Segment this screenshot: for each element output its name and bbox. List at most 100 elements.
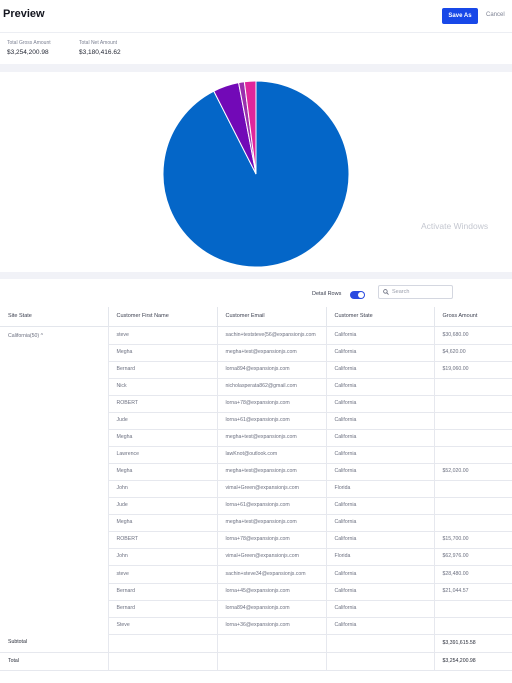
- table-row: Bernard lorna+45@expansionjs.com Californi…: [0, 583, 512, 601]
- customer-first-name-cell: Nick: [108, 378, 218, 396]
- customer-email-cell: lorna894@expansionjs.com: [217, 361, 327, 379]
- customer-email-cell: lorna894@expansionjs.com: [217, 600, 327, 618]
- customer-email-cell: lorna+78@expansionjs.com: [217, 395, 327, 413]
- search-box[interactable]: [378, 285, 453, 299]
- customer-first-name-cell: Megha: [108, 429, 218, 447]
- customer-first-name-cell: steve: [108, 326, 218, 345]
- summary-empty-cell: [108, 634, 218, 653]
- customer-first-name-cell: ROBERT: [108, 395, 218, 413]
- customer-first-name-cell: Lawrence: [108, 446, 218, 464]
- customer-email-cell: lawKnot@outlook.com: [217, 446, 327, 464]
- gross-amount-cell: $62,976.00: [434, 548, 512, 566]
- customer-email-cell: vimal+Green@expansionjs.com: [217, 480, 327, 498]
- gross-amount-cell: [434, 395, 512, 413]
- column-header[interactable]: Gross Amount: [434, 307, 512, 327]
- customer-state-cell: California: [326, 463, 435, 481]
- customer-state-cell: California: [326, 514, 435, 532]
- data-table: Site State Customer First Name Customer …: [0, 307, 512, 671]
- gross-amount-cell: [434, 514, 512, 532]
- gross-amount-cell: [434, 446, 512, 464]
- pie-slice-3[interactable]: [243, 80, 257, 175]
- customer-state-cell: California: [326, 344, 435, 362]
- table-row: Megha megha+test@expansionjs.com Californi…: [0, 463, 512, 481]
- summary-empty-cell: [217, 652, 327, 671]
- gross-amount-cell: $28,480.00: [434, 565, 512, 584]
- customer-email-cell: sachin+teststeve{56@expansionjs.com: [217, 326, 327, 345]
- customer-email-cell: lorna+61@expansionjs.com: [217, 412, 327, 430]
- column-header[interactable]: Site State: [0, 307, 109, 327]
- summary-empty-cell: [108, 652, 218, 671]
- customer-state-cell: California: [326, 531, 435, 549]
- customer-first-name-cell: Megha: [108, 514, 218, 532]
- customer-state-cell: California: [326, 412, 435, 430]
- stat-value: $3,254,200.98: [7, 49, 49, 56]
- table-row: Jude lorna+61@expansionjs.com California: [0, 412, 512, 430]
- customer-first-name-cell: steve: [108, 565, 218, 584]
- detail-rows-toggle[interactable]: [350, 291, 365, 299]
- table-row: Bernard lorna894@expansionjs.com Californi…: [0, 600, 512, 618]
- save-as-button[interactable]: Save As: [442, 8, 478, 24]
- gross-amount-cell: $19,060.00: [434, 361, 512, 379]
- customer-state-cell: California: [326, 600, 435, 618]
- column-header[interactable]: Customer State: [326, 307, 435, 327]
- subtotal-row: Subtotal $3,391,615.58: [0, 634, 512, 653]
- gross-amount-cell: [434, 412, 512, 430]
- page-title: Preview: [3, 8, 45, 20]
- stat-total-net: Total Net Amount $3,180,416.62: [79, 40, 121, 56]
- table-row: California(50) ^ steve sachin+teststeve{56…: [0, 326, 512, 634]
- customer-first-name-cell: John: [108, 548, 218, 566]
- table-row: John vimal+Green@expansionjs.com Florida: [0, 480, 512, 498]
- table-row: John vimal+Green@expansionjs.com Florida $6…: [0, 548, 512, 566]
- customer-first-name-cell: John: [108, 480, 218, 498]
- search-input[interactable]: [392, 287, 450, 297]
- customer-first-name-cell: Jude: [108, 412, 218, 430]
- summary-value: $3,391,615.58: [434, 634, 512, 653]
- customer-state-cell: Florida: [326, 548, 435, 566]
- gross-amount-cell: $4,620.00: [434, 344, 512, 362]
- gross-amount-cell: [434, 480, 512, 498]
- top-bar: Preview Save As Cancel: [0, 0, 512, 32]
- table-body: California(50) ^ steve sachin+teststeve{56…: [0, 326, 512, 671]
- table-row: ROBERT lorna+78@expansionjs.com California: [0, 395, 512, 413]
- cancel-button[interactable]: Cancel: [486, 12, 505, 18]
- customer-email-cell: lorna+78@expansionjs.com: [217, 531, 327, 549]
- table-row: Nick nicholasperata862@gmail.com Californi…: [0, 378, 512, 396]
- customer-email-cell: megha+test@expansionjs.com: [217, 514, 327, 532]
- customer-state-cell: California: [326, 378, 435, 396]
- table-row: Jude lorna+61@expansionjs.com California: [0, 497, 512, 515]
- customer-first-name-cell: ROBERT: [108, 531, 218, 549]
- table-row: Megha megha+test@expansionjs.com Californi…: [0, 514, 512, 532]
- customer-first-name-cell: Megha: [108, 463, 218, 481]
- table-header-row: Site State Customer First Name Customer …: [0, 307, 512, 327]
- customer-first-name-cell: Bernard: [108, 361, 218, 379]
- customer-state-cell: California: [326, 326, 435, 345]
- customer-email-cell: nicholasperata862@gmail.com: [217, 378, 327, 396]
- pie-chart: [162, 80, 350, 268]
- table-row: ROBERT lorna+78@expansionjs.com California…: [0, 531, 512, 549]
- stat-value: $3,180,416.62: [79, 49, 121, 56]
- customer-first-name-cell: Bernard: [108, 600, 218, 618]
- customer-email-cell: vimal+Green@expansionjs.com: [217, 548, 327, 566]
- customer-state-cell: California: [326, 583, 435, 601]
- summary-empty-cell: [217, 634, 327, 653]
- summary-value: $3,254,200.98: [434, 652, 512, 671]
- table-row: Bernard lorna894@expansionjs.com Californi…: [0, 361, 512, 379]
- detail-rows-label: Detail Rows: [312, 291, 342, 297]
- customer-state-cell: California: [326, 429, 435, 447]
- group-toggle-california[interactable]: California(50) ^: [0, 326, 109, 634]
- summary-stats: Total Gross Amount $3,254,200.98 Total N…: [0, 32, 512, 64]
- column-header[interactable]: Customer First Name: [108, 307, 218, 327]
- customer-first-name-cell: Megha: [108, 344, 218, 362]
- customer-first-name-cell: Jude: [108, 497, 218, 515]
- customer-email-cell: megha+test@expansionjs.com: [217, 429, 327, 447]
- customer-email-cell: lorna+36@expansionjs.com: [217, 617, 327, 635]
- total-row: Total $3,254,200.98: [0, 652, 512, 671]
- stat-label: Total Net Amount: [79, 40, 118, 46]
- search-icon: [383, 289, 389, 295]
- customer-state-cell: California: [326, 395, 435, 413]
- summary-empty-cell: [326, 652, 435, 671]
- customer-state-cell: California: [326, 446, 435, 464]
- summary-empty-cell: [326, 634, 435, 653]
- column-header[interactable]: Customer Email: [217, 307, 327, 327]
- gross-amount-cell: [434, 497, 512, 515]
